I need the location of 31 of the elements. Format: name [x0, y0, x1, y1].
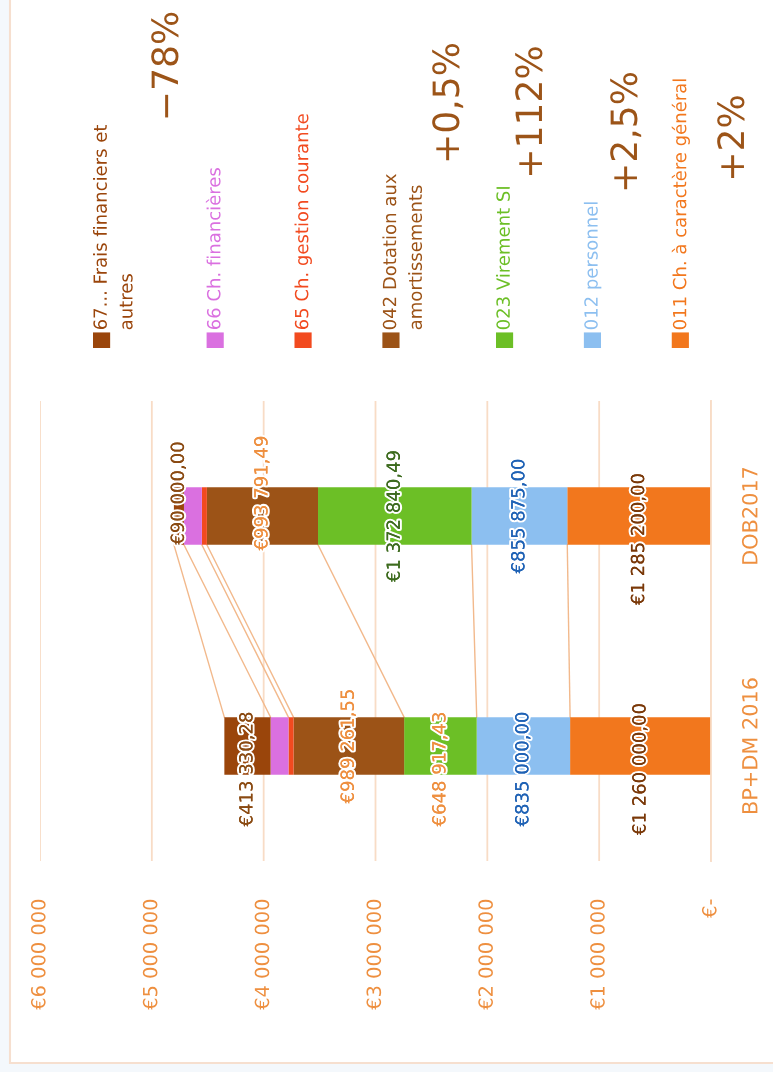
data-label: €648 917,43	[432, 713, 448, 827]
x-tick-label: €3 000 000	[366, 899, 382, 1010]
text: 66 Ch. financières	[205, 168, 221, 330]
x-tick-label: €-	[701, 899, 717, 918]
data-label: €993 791,49	[254, 436, 270, 551]
data-label: €1 260 000,00	[632, 704, 648, 836]
data-label: €855 875,00	[511, 459, 527, 574]
data-label: €1 285 200,00	[630, 474, 647, 606]
text: 042 Dotation aux amortissements	[382, 174, 423, 330]
data-label: €989 261,55	[340, 690, 356, 804]
text: +112%	[515, 47, 543, 175]
data-label: €413 330,28	[239, 712, 255, 827]
data-label: €1 372 840,49	[386, 451, 402, 583]
text: +2,5%	[610, 72, 642, 190]
y-tick-label: BP+DM 2016	[741, 678, 758, 813]
y-tick-label: DOB2017	[741, 467, 758, 564]
data-label: €835 000,00	[514, 712, 531, 827]
text: 65 Ch. gestion courante	[294, 114, 312, 330]
text: +0,5%	[432, 43, 464, 161]
x-tick-label: €2 000 000	[478, 899, 493, 1010]
text: 011 Ch. à caractère général	[671, 79, 690, 330]
x-tick-label: €5 000 000	[142, 899, 158, 1010]
text: 67... Frais financiers et autres	[93, 124, 133, 330]
data-label: €90 000,00	[170, 442, 187, 545]
text: 012 personnel	[583, 202, 602, 330]
text: −78%	[151, 12, 179, 118]
x-tick-label: €4 000 000	[254, 899, 270, 1010]
x-tick-label: €1 000 000	[590, 899, 605, 1010]
text: +2%	[717, 96, 745, 178]
x-tick-label: €6 000 000	[30, 899, 46, 1010]
text: 023 Virement SI	[495, 187, 510, 330]
